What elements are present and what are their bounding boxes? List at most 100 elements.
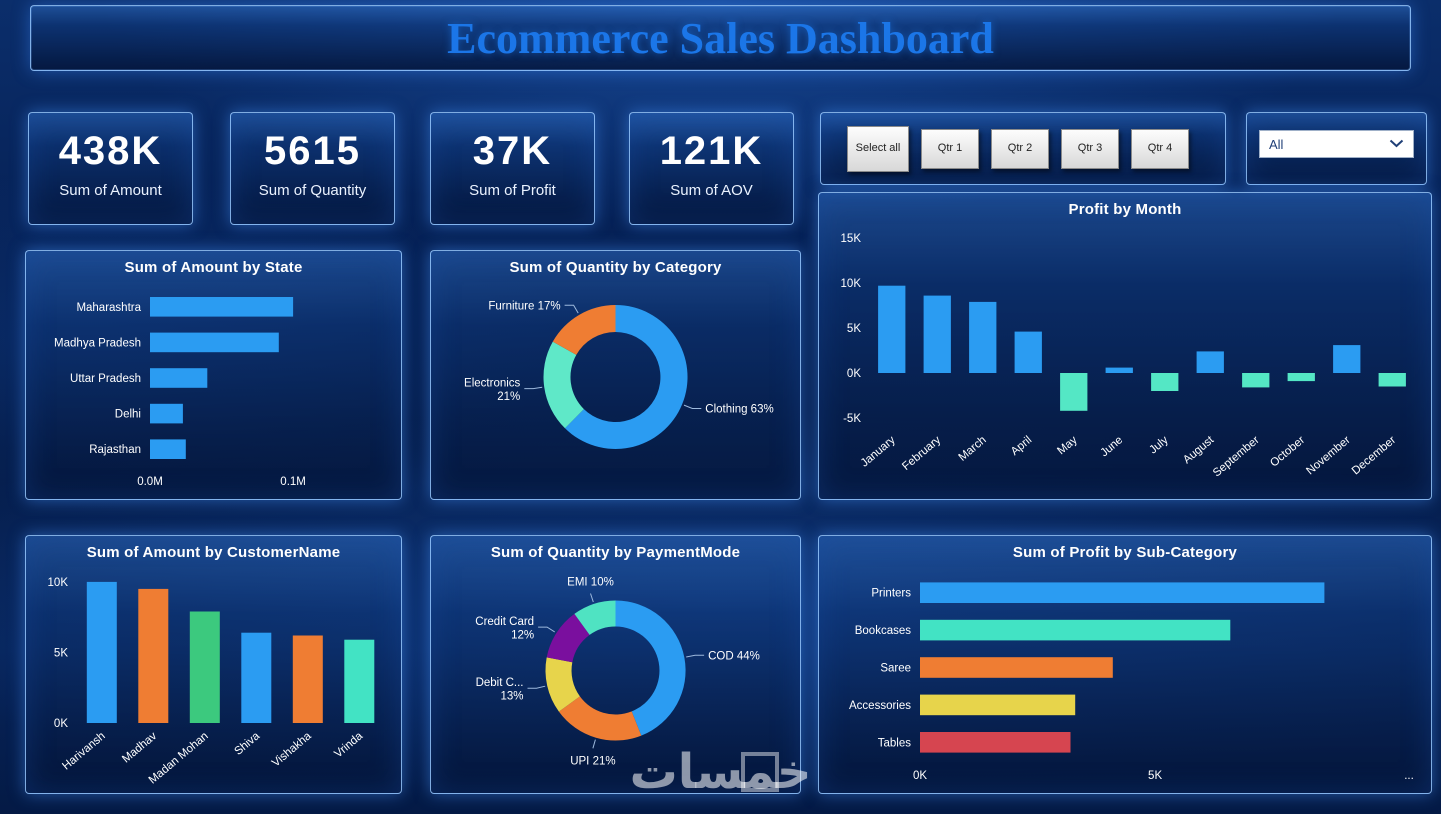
axis-tick: 5K	[847, 323, 861, 335]
panel-profit-by-subcategory: Sum of Profit by Sub-Category Printers Bo…	[818, 535, 1432, 794]
bar[interactable]	[1333, 345, 1361, 373]
category-label: Rajasthan	[89, 444, 141, 456]
bar[interactable]	[292, 635, 323, 724]
label-leader	[527, 685, 546, 689]
dropdown-selected-value: All	[1269, 136, 1284, 152]
watermark-logo-box	[740, 752, 779, 792]
category-label: October	[1268, 434, 1307, 470]
bar[interactable]	[138, 588, 169, 723]
bar[interactable]	[969, 301, 997, 373]
donut-slice[interactable]	[543, 341, 584, 429]
chevron-down-icon	[1389, 135, 1404, 153]
kpi-card-aov: 121K Sum of AOV	[629, 112, 794, 225]
category-label: September	[1211, 434, 1262, 479]
filter-dropdown-panel: All	[1246, 112, 1427, 185]
donut-slice[interactable]	[546, 613, 590, 663]
axis-tick: 0K	[913, 770, 927, 782]
bar[interactable]	[150, 332, 279, 353]
axis-tick: -5K	[843, 413, 861, 425]
bar[interactable]	[923, 295, 951, 373]
kpi-label: Sum of Profit	[469, 182, 556, 199]
bar[interactable]	[878, 285, 906, 373]
axis-tick: 5K	[54, 647, 68, 659]
kpi-card-amount: 438K Sum of Amount	[28, 112, 193, 225]
bar[interactable]	[150, 297, 294, 317]
slicer-qtr-2-button[interactable]: Qtr 2	[991, 128, 1049, 169]
kpi-label: Sum of AOV	[670, 182, 753, 199]
bar[interactable]	[344, 639, 375, 723]
bar[interactable]	[86, 581, 117, 723]
category-label: Printers	[871, 588, 911, 600]
slicer-qtr-1-button[interactable]: Qtr 1	[921, 128, 979, 169]
category-label: Bookcases	[855, 625, 912, 637]
label-leader	[590, 593, 594, 603]
filter-dropdown[interactable]: All	[1259, 130, 1414, 158]
title-bar: Ecommerce Sales Dashboard	[30, 5, 1411, 71]
chart-title: Sum of Quantity by PaymentMode	[490, 544, 741, 561]
donut-slice[interactable]	[545, 657, 580, 712]
chart-svg: Printers Bookcases Saree Accessories Tables 0…	[849, 582, 1414, 782]
kpi-label: Sum of Amount	[59, 182, 162, 199]
axis-tick: 10K	[48, 577, 69, 589]
bar[interactable]	[150, 368, 208, 388]
panel-profit-by-month: Profit by Month 15K 10K 5K 0K -5K January Febr…	[818, 192, 1432, 500]
bar[interactable]	[150, 403, 183, 424]
chart-svg: Maharashtra Madhya Pradesh Uttar Pradesh De…	[54, 297, 306, 488]
bar[interactable]	[241, 632, 272, 723]
profit-by-subcategory-chart: Printers Bookcases Saree Accessories Tables 0…	[825, 566, 1425, 787]
category-label: April	[1009, 434, 1034, 458]
quantity-by-paymentmode-donut: COD 44% UPI 21% Debit C... 13% Credit Card 12…	[437, 566, 794, 787]
slice-label: Debit C... 13%	[476, 677, 524, 702]
bar[interactable]	[1287, 373, 1315, 382]
category-label: June	[1098, 434, 1125, 459]
bar[interactable]	[1242, 373, 1270, 388]
donut-slice[interactable]	[565, 305, 688, 449]
kpi-value: 121K	[659, 129, 764, 173]
slice-label: Furniture 17%	[488, 300, 560, 312]
slicer-qtr-4-button[interactable]: Qtr 4	[1131, 128, 1189, 169]
panel-amount-by-customer: Sum of Amount by CustomerName 10K 5K 0K Har…	[25, 535, 402, 794]
label-leader	[592, 739, 596, 749]
donut-slice[interactable]	[552, 305, 616, 355]
bar[interactable]	[920, 657, 1113, 678]
chart-title: Profit by Month	[1068, 201, 1182, 218]
slice-label: EMI 10%	[567, 577, 614, 589]
slice-label: UPI 21%	[570, 755, 615, 767]
bar[interactable]	[1151, 373, 1179, 391]
bar[interactable]	[920, 732, 1071, 753]
page-title: Ecommerce Sales Dashboard	[447, 13, 994, 63]
bar[interactable]	[1378, 373, 1406, 387]
category-label: December	[1350, 434, 1398, 477]
bar[interactable]	[150, 439, 186, 459]
bar[interactable]	[189, 611, 220, 724]
donut-slice[interactable]	[615, 600, 686, 736]
donut-slice[interactable]	[574, 600, 616, 635]
category-label: Harivansh	[60, 730, 107, 772]
slice-label: Clothing 63%	[705, 404, 773, 416]
bar[interactable]	[1060, 373, 1088, 411]
slicer-select-all-button[interactable]: Select all	[847, 125, 909, 172]
kpi-value: 37K	[472, 129, 553, 173]
category-label: January	[859, 434, 898, 470]
category-label: Uttar Pradesh	[70, 373, 141, 385]
quantity-by-category-donut: Clothing 63% Electronics 21% Furniture 17%	[437, 281, 794, 493]
bar[interactable]	[1105, 367, 1133, 373]
bar[interactable]	[920, 694, 1076, 716]
bar[interactable]	[1196, 351, 1224, 373]
bar[interactable]	[1014, 331, 1042, 373]
category-label: Vishakha	[270, 730, 314, 770]
label-leader	[686, 654, 705, 658]
chart-title: Sum of Profit by Sub-Category	[1012, 544, 1238, 561]
donut-slice[interactable]	[558, 696, 642, 741]
axis-tick: 15K	[841, 233, 862, 245]
bar[interactable]	[920, 619, 1231, 641]
kpi-label: Sum of Quantity	[258, 182, 367, 199]
slicer-qtr-3-button[interactable]: Qtr 3	[1061, 128, 1119, 169]
bar[interactable]	[920, 582, 1325, 603]
category-label: Delhi	[115, 409, 141, 421]
axis-tick: 0K	[847, 368, 861, 380]
kpi-card-quantity: 5615 Sum of Quantity	[230, 112, 395, 225]
category-label: Maharashtra	[76, 302, 141, 314]
